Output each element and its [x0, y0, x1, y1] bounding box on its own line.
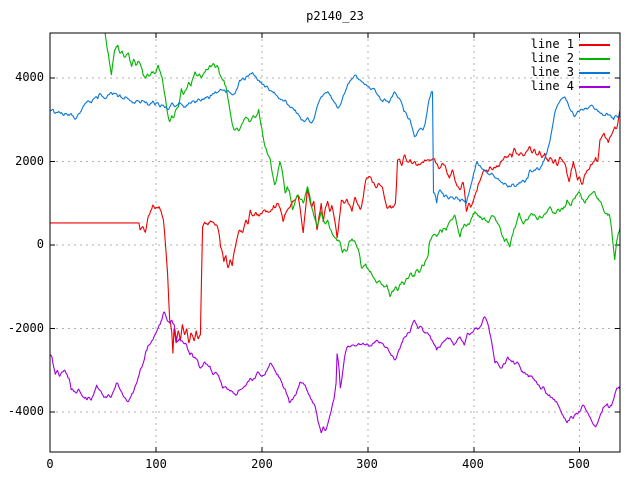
- y-axis-label: 2000: [15, 154, 44, 168]
- chart-title: p2140_23: [306, 9, 364, 23]
- legend-label: line 4: [530, 79, 574, 93]
- y-axis-label: -2000: [7, 321, 44, 335]
- legend-line-sample: [579, 58, 610, 60]
- legend-entry: line 1: [454, 38, 620, 52]
- legend-line-sample: [579, 72, 610, 74]
- legend-line-sample: [579, 44, 610, 46]
- x-axis-label: 500: [568, 457, 590, 471]
- x-axis-label: 300: [356, 457, 378, 471]
- x-axis-label: 200: [251, 457, 273, 471]
- x-axis-label: 0: [46, 457, 54, 471]
- x-axis-label: 100: [145, 457, 167, 471]
- series-path-line-1: [50, 109, 620, 354]
- plot-border: [49, 32, 621, 453]
- legend-label: line 2: [530, 51, 574, 65]
- legend-entry: line 3: [454, 66, 620, 80]
- y-axis-label: 0: [36, 237, 44, 251]
- legend-label: line 3: [530, 65, 574, 79]
- legend-entry: line 2: [454, 52, 620, 66]
- legend-line-sample: [579, 86, 610, 88]
- legend-entry: line 4: [454, 80, 620, 94]
- y-axis-label: -4000: [7, 404, 44, 418]
- legend: line 1 line 2 line 3 line 4: [454, 38, 620, 94]
- series-path-line-3: [50, 72, 620, 204]
- y-axis-label: 4000: [15, 70, 44, 84]
- series-path-line-4: [50, 311, 620, 434]
- series-path-line-2: [104, 33, 620, 297]
- x-axis-label: 400: [462, 457, 484, 471]
- legend-label: line 1: [530, 37, 574, 51]
